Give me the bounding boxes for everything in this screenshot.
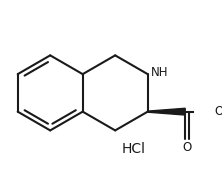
Text: O: O bbox=[214, 105, 222, 118]
Text: HCl: HCl bbox=[122, 142, 146, 156]
Text: NH: NH bbox=[151, 66, 168, 79]
Text: O: O bbox=[182, 141, 191, 154]
Polygon shape bbox=[148, 108, 185, 115]
